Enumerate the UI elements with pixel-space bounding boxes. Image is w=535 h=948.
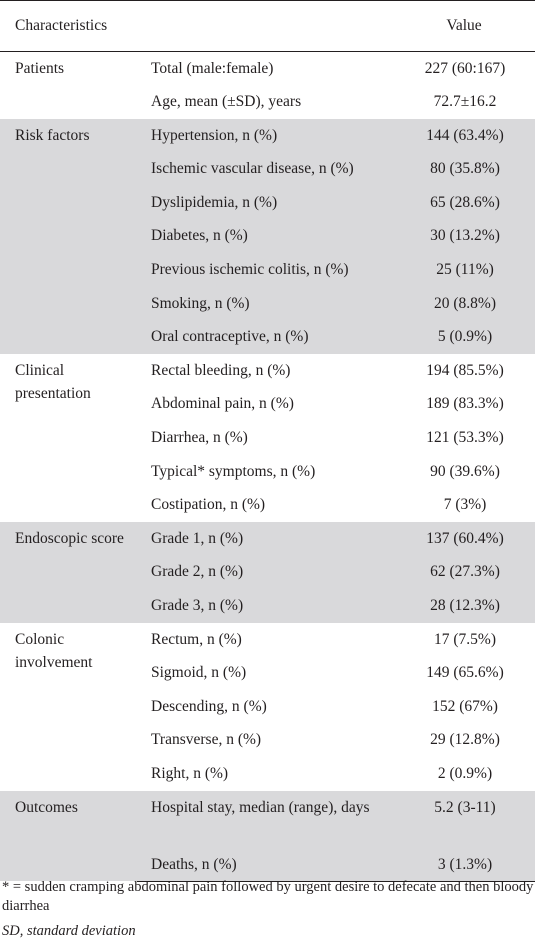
row-label: Typical* symptoms, n (%) [137, 454, 400, 489]
table-row: Outcomes Hospital stay, median (range), … [0, 790, 535, 882]
table-row: Abdominal pain, n (%) 189 (83.3%) [0, 387, 535, 422]
row-value: 80 (35.8%) [399, 152, 535, 186]
row-label: Descending, n (%) [137, 689, 400, 724]
row-label: Transverse, n (%) [137, 723, 400, 757]
asterisk-footnote: * = sudden cramping abdominal pain follo… [2, 879, 534, 914]
row-value: 149 (65.6%) [399, 656, 535, 690]
table-row: Smoking, n (%) 20 (8.8%) [0, 286, 535, 321]
table-row: Age, mean (±SD), years 72.7±16.2 [0, 85, 535, 119]
group-colonic-involvement: Colonic involvement Rectum, n (%) 17 (7.… [0, 622, 535, 791]
category-label: Colonic involvement [0, 622, 137, 791]
category-label: Outcomes [0, 790, 137, 882]
table-row: Risk factors Hypertension, n (%) 144 (63… [0, 118, 535, 354]
row-label: Total (male:female) [137, 51, 400, 86]
table-row: Grade 2, n (%) 62 (27.3%) [0, 555, 535, 589]
row-value: 7 (3%) [399, 488, 535, 522]
category-label: Patients [0, 51, 137, 119]
row-label: Deaths, n (%) [137, 847, 400, 882]
table-row: Previous ischemic colitis, n (%) 25 (11%… [0, 253, 535, 287]
table-row: Descending, n (%) 152 (67%) [0, 689, 535, 724]
table-row: Grade 3, n (%) 28 (12.3%) [0, 589, 535, 623]
table-row: Oral contraceptive, n (%) 5 (0.9%) [0, 320, 535, 354]
row-value: 20 (8.8%) [399, 286, 535, 321]
header-value: Value [399, 0, 535, 52]
row-value: 90 (39.6%) [399, 454, 535, 489]
row-value: 3 (1.3%) [399, 847, 535, 882]
group-risk-factors: Risk factors Hypertension, n (%) 144 (63… [0, 118, 535, 354]
row-label: Rectum, n (%) [137, 622, 400, 657]
characteristics-table: Characteristics Value Patients Total (ma… [0, 0, 535, 882]
row-value: 2 (0.9%) [399, 756, 535, 791]
row-label: Diabetes, n (%) [137, 219, 400, 254]
row-label: Abdominal pain, n (%) [137, 387, 400, 422]
row-label: Smoking, n (%) [137, 286, 400, 321]
table-row: Deaths, n (%) 3 (1.3%) [0, 847, 535, 882]
row-label: Grade 2, n (%) [137, 555, 400, 589]
row-label: Sigmoid, n (%) [137, 656, 400, 690]
row-value: 65 (28.6%) [399, 185, 535, 220]
table-row: Colonic involvement Rectum, n (%) 17 (7.… [0, 622, 535, 791]
table-footnotes: * = sudden cramping abdominal pain follo… [0, 878, 535, 941]
row-label: Grade 3, n (%) [137, 589, 400, 623]
table-row: Endoscopic score Grade 1, n (%) 137 (60.… [0, 521, 535, 623]
table-row: Clinical presentation Rectal bleeding, n… [0, 353, 535, 522]
row-label: Rectal bleeding, n (%) [137, 353, 400, 388]
row-label: Previous ischemic colitis, n (%) [137, 253, 400, 287]
group-patients: Patients Total (male:female) 227 (60:167… [0, 51, 535, 119]
row-value: 30 (13.2%) [399, 219, 535, 254]
row-value: 121 (53.3%) [399, 421, 535, 455]
row-value: 28 (12.3%) [399, 589, 535, 623]
table-row: Typical* symptoms, n (%) 90 (39.6%) [0, 454, 535, 489]
row-label: Costipation, n (%) [137, 488, 400, 522]
row-value: 72.7±16.2 [399, 85, 535, 119]
row-label: Dyslipidemia, n (%) [137, 185, 400, 220]
table-row: Patients Total (male:female) 227 (60:167… [0, 51, 535, 119]
row-label: Oral contraceptive, n (%) [137, 320, 400, 354]
row-value: 189 (83.3%) [399, 387, 535, 422]
row-label: Grade 1, n (%) [137, 521, 400, 556]
row-value: 227 (60:167) [399, 51, 535, 86]
row-value: 194 (85.5%) [399, 353, 535, 388]
group-endoscopic-score: Endoscopic score Grade 1, n (%) 137 (60.… [0, 521, 535, 623]
table-header-row: Characteristics Value [0, 0, 535, 52]
category-label: Endoscopic score [0, 521, 137, 623]
row-value: 5 (0.9%) [399, 320, 535, 354]
table-row: Sigmoid, n (%) 149 (65.6%) [0, 656, 535, 690]
row-value: 62 (27.3%) [399, 555, 535, 589]
table-row: Diarrhea, n (%) 121 (53.3%) [0, 421, 535, 455]
abbreviation-footnote: SD, standard deviation [2, 923, 136, 939]
category-label: Clinical presentation [0, 353, 137, 522]
table-row: Right, n (%) 2 (0.9%) [0, 756, 535, 791]
row-label: Hypertension, n (%) [137, 118, 400, 153]
row-value: 144 (63.4%) [399, 118, 535, 153]
row-label: Hospital stay, median (range), days [137, 790, 400, 848]
table-row: Costipation, n (%) 7 (3%) [0, 488, 535, 522]
table-row: Diabetes, n (%) 30 (13.2%) [0, 219, 535, 254]
row-value: 137 (60.4%) [399, 521, 535, 556]
category-label: Risk factors [0, 118, 137, 354]
table-row: Dyslipidemia, n (%) 65 (28.6%) [0, 185, 535, 220]
table-row: Ischemic vascular disease, n (%) 80 (35.… [0, 152, 535, 186]
row-label: Right, n (%) [137, 756, 400, 791]
group-clinical-presentation: Clinical presentation Rectal bleeding, n… [0, 353, 535, 522]
row-label: Ischemic vascular disease, n (%) [137, 152, 400, 186]
group-outcomes: Outcomes Hospital stay, median (range), … [0, 790, 535, 882]
row-value: 29 (12.8%) [399, 723, 535, 757]
row-value: 17 (7.5%) [399, 622, 535, 657]
row-value: 5.2 (3-11) [399, 790, 535, 848]
row-value: 25 (11%) [399, 253, 535, 287]
row-label: Age, mean (±SD), years [137, 85, 400, 119]
row-label: Diarrhea, n (%) [137, 421, 400, 455]
row-value: 152 (67%) [399, 689, 535, 724]
table-row: Transverse, n (%) 29 (12.8%) [0, 723, 535, 757]
header-characteristics: Characteristics [0, 0, 400, 52]
